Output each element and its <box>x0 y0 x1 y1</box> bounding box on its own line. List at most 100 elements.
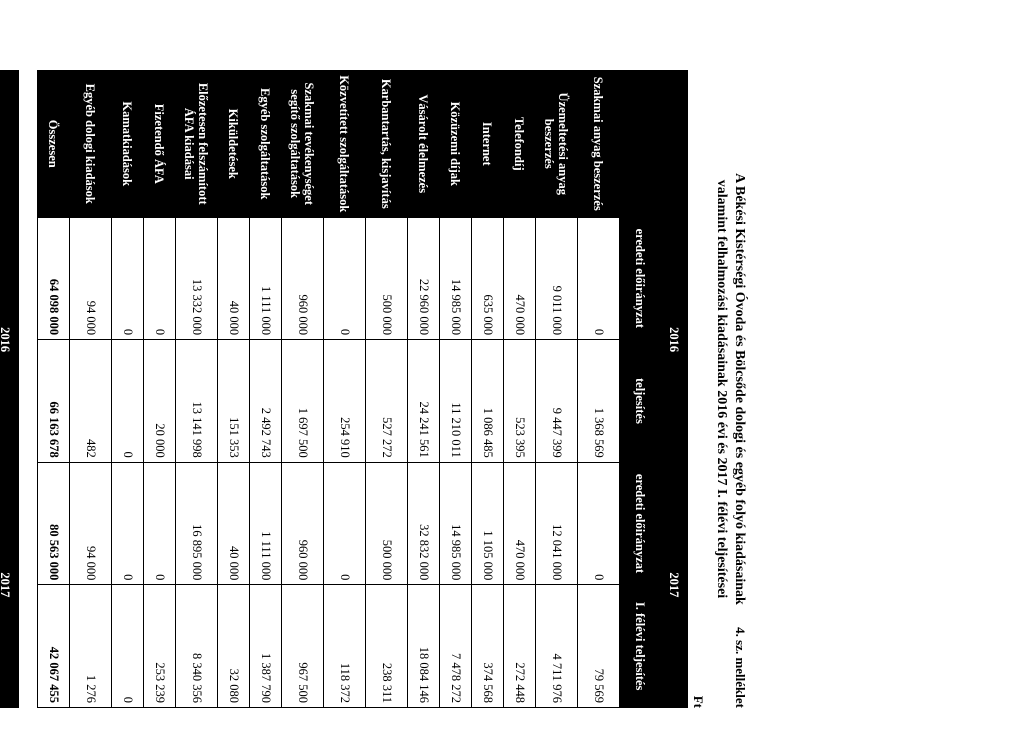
table-row: Szakmai tevékenységet segítő szolgáltatá… <box>281 71 323 708</box>
cell: 272 448 <box>503 585 535 708</box>
row-label: Egyéb szolgáltatások <box>249 71 281 218</box>
row-label: Telefondíj <box>503 71 535 218</box>
cell: 2 492 743 <box>249 340 281 463</box>
col-felev-2017: I. félévi teljesítés <box>619 585 660 708</box>
cell: 20 000 <box>143 340 175 463</box>
cell: 523 395 <box>503 340 535 463</box>
year-2017-header: 2017 <box>660 462 687 707</box>
cell: 527 272 <box>365 340 407 463</box>
cell: 18 084 146 <box>407 585 439 708</box>
cell: 13 141 998 <box>175 340 217 463</box>
cell: 79 569 <box>577 585 619 708</box>
col-orig-2017: eredeti előirányzat <box>619 462 660 585</box>
cell: 960 000 <box>281 462 323 585</box>
col-telj-2016: teljesítés <box>619 340 660 463</box>
table-row: Fizetendő ÁFA020 0000253 239 <box>143 71 175 708</box>
cell: 14 985 000 <box>439 462 471 585</box>
title-line-1: A Békési Kistérségi Óvoda és Bölcsőde do… <box>732 173 747 605</box>
table-row: Telefondíj470 000523 395470 000272 448 <box>503 71 535 708</box>
cell: 470 000 <box>503 217 535 340</box>
cell: 0 <box>323 217 365 340</box>
cell: 253 239 <box>143 585 175 708</box>
table-row: Egyéb dologi kiadások94 00048294 0001 27… <box>69 71 111 708</box>
cell: 960 000 <box>281 217 323 340</box>
cell: 94 000 <box>69 217 111 340</box>
row-label: Közüzemi díjak <box>439 71 471 218</box>
table-row: Előzetesen felszámított ÁFA kiadásai13 3… <box>175 71 217 708</box>
table-row: Közüzemi díjak14 985 00011 210 01114 985… <box>439 71 471 708</box>
row-label: Üzemeltetési anyag beszerzés <box>535 71 577 218</box>
cell: 40 000 <box>217 462 249 585</box>
cell: 500 000 <box>365 462 407 585</box>
cell: 0 <box>111 462 143 585</box>
sum-row: Összesen64 098 00066 163 67880 563 00042… <box>37 71 69 708</box>
row-label: Egyéb dologi kiadások <box>69 71 111 218</box>
cell: 0 <box>111 217 143 340</box>
row-label: Kamatkiadások <box>111 71 143 218</box>
cell: 0 <box>577 462 619 585</box>
row-label: Közvetített szolgáltatások <box>323 71 365 218</box>
cell: 1 387 790 <box>249 585 281 708</box>
table-row: Internet635 0001 086 4851 105 000374 568 <box>471 71 503 708</box>
cell: 24 241 561 <box>407 340 439 463</box>
cell: 374 568 <box>471 585 503 708</box>
cell: 4 711 976 <box>535 585 577 708</box>
cell: 94 000 <box>69 462 111 585</box>
cell: 470 000 <box>503 462 535 585</box>
cell: 1 111 000 <box>249 462 281 585</box>
row-label: Karbantartás, kisjavítás <box>365 71 407 218</box>
cell: 9 011 000 <box>535 217 577 340</box>
sum-cell: 66 163 678 <box>37 340 69 463</box>
cell: 11 210 011 <box>439 340 471 463</box>
sum-cell: 64 098 000 <box>37 217 69 340</box>
sum-label: Összesen <box>37 71 69 218</box>
expenses-table-2: 2016 2017 eredeti előirányzat teljesítés… <box>0 70 19 708</box>
cell: 500 000 <box>365 217 407 340</box>
cell: 238 311 <box>365 585 407 708</box>
row-label: Előzetesen felszámított ÁFA kiadásai <box>175 71 217 218</box>
title-block: 4. sz. melléklet A Békési Kistérségi Óvo… <box>712 70 748 708</box>
table-row: Karbantartás, kisjavítás500 000527 27250… <box>365 71 407 708</box>
year-2017-header-2: 2017 <box>0 462 18 707</box>
cell: 1 105 000 <box>471 462 503 585</box>
cell: 0 <box>111 585 143 708</box>
cell: 32 832 000 <box>407 462 439 585</box>
cell: 1 086 485 <box>471 340 503 463</box>
cell: 151 353 <box>217 340 249 463</box>
row-label: Fizetendő ÁFA <box>143 71 175 218</box>
cell: 40 000 <box>217 217 249 340</box>
year-2016-header: 2016 <box>660 217 687 462</box>
title-line-2: valamint felhalmozási kiadásainak 2016 é… <box>714 180 729 598</box>
cell: 7 478 272 <box>439 585 471 708</box>
cell: 8 340 356 <box>175 585 217 708</box>
cell: 118 372 <box>323 585 365 708</box>
cell: 254 910 <box>323 340 365 463</box>
cell: 967 500 <box>281 585 323 708</box>
cell: 1 697 500 <box>281 340 323 463</box>
table-row: Szakmai anyag beszerzés01 368 569079 569 <box>577 71 619 708</box>
currency-label: Ft <box>690 70 706 708</box>
row-label: Szakmai anyag beszerzés <box>577 71 619 218</box>
table-row: Üzemeltetési anyag beszerzés9 011 0009 4… <box>535 71 577 708</box>
attachment-label: 4. sz. melléklet <box>731 627 748 708</box>
cell: 0 <box>111 340 143 463</box>
cell: 1 111 000 <box>249 217 281 340</box>
cell: 22 960 000 <box>407 217 439 340</box>
expenses-table-1: 2016 2017 eredeti előirányzat teljesítés… <box>37 70 688 708</box>
cell: 0 <box>577 217 619 340</box>
table-row: Kamatkiadások0000 <box>111 71 143 708</box>
table-row: Vásárolt élelmezés22 960 00024 241 56132… <box>407 71 439 708</box>
blank-header <box>619 71 687 218</box>
cell: 1 368 569 <box>577 340 619 463</box>
row-label: Internet <box>471 71 503 218</box>
col-orig-2016: eredeti előirányzat <box>619 217 660 340</box>
cell: 0 <box>143 462 175 585</box>
sum-cell: 42 067 455 <box>37 585 69 708</box>
year-2016-header-2: 2016 <box>0 217 18 462</box>
row-label: Kiküldetések <box>217 71 249 218</box>
cell: 32 080 <box>217 585 249 708</box>
sum-cell: 80 563 000 <box>37 462 69 585</box>
table-row: Közvetített szolgáltatások0254 9100118 3… <box>323 71 365 708</box>
cell: 635 000 <box>471 217 503 340</box>
table-row: Egyéb szolgáltatások1 111 0002 492 7431 … <box>249 71 281 708</box>
